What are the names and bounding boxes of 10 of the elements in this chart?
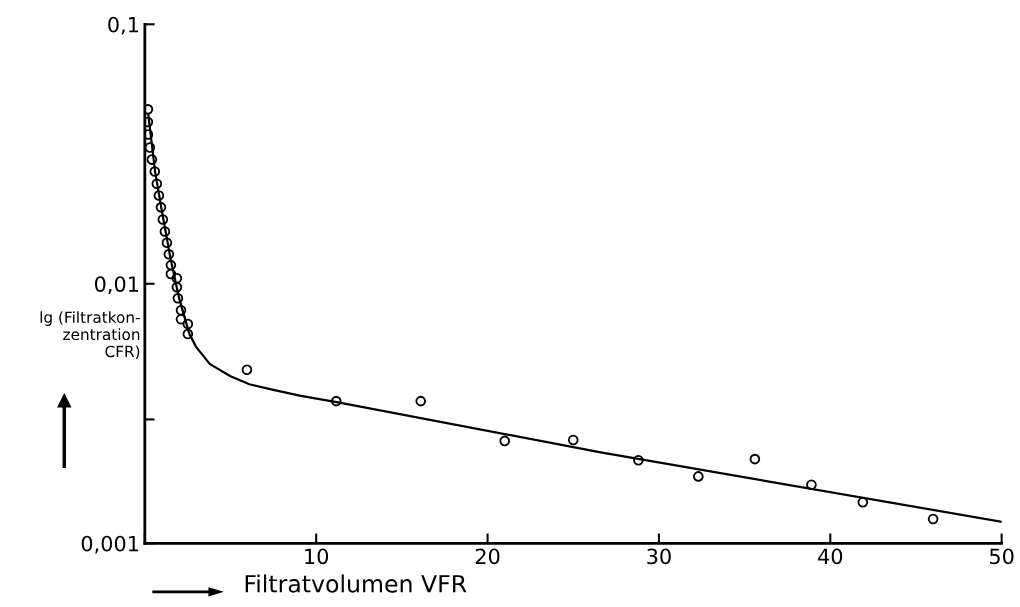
y-tick-label: 0,001 [81,535,139,554]
x-tick-label: 10 [305,548,329,565]
y-axis-title: lg (Filtratkon- zentration CFR) [40,311,140,360]
x-tick-label: 30 [647,548,671,565]
x-tick-label: 20 [475,548,500,565]
x-axis-title: Filtratvolumen VFR [245,574,467,593]
y-tick-label: 0,1 [108,16,139,35]
x-tick-label: 50 [989,548,1014,565]
x-tick-label: 40 [818,548,843,565]
y-tick-label: 0,01 [94,276,139,295]
